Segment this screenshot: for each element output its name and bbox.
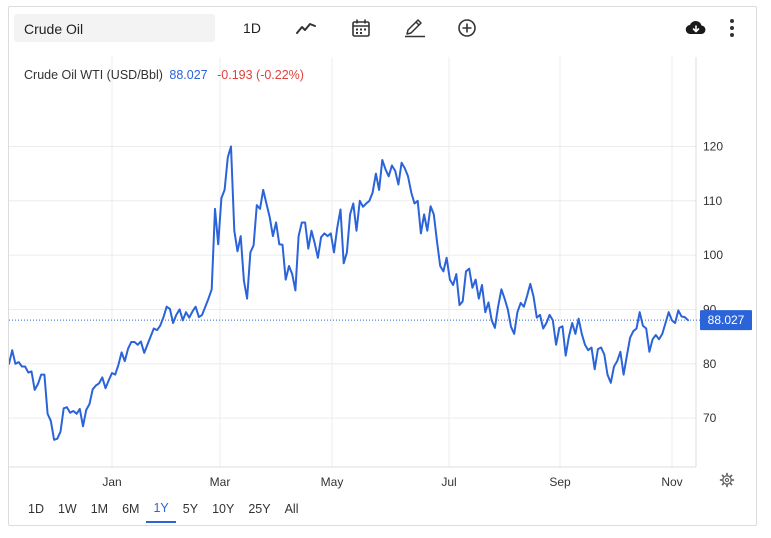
add-circle-icon[interactable] xyxy=(456,17,478,39)
series-legend: Crude Oil WTI (USD/Bbl) 88.027 -0.193 (-… xyxy=(24,68,304,82)
legend-series-name: Crude Oil WTI (USD/Bbl) xyxy=(24,68,163,82)
range-button-all[interactable]: All xyxy=(284,502,299,516)
x-tick-label: Mar xyxy=(210,475,231,489)
range-selector: 1D 1W 1M 6M 1Y 5Y 10Y 25Y All xyxy=(21,495,305,525)
more-vertical-icon[interactable] xyxy=(725,17,739,39)
y-tick-label: 80 xyxy=(703,357,717,371)
last-price-tag-text: 88.027 xyxy=(708,313,745,327)
chart-widget: 70 80 90 100 110 120 Jan Mar May Jul Sep Nov 88.02… xyxy=(8,6,757,526)
x-gridlines xyxy=(111,57,673,467)
x-tick-label: Sep xyxy=(549,475,571,489)
y-tick-label: 120 xyxy=(703,139,723,153)
symbol-search-input[interactable]: Crude Oil xyxy=(14,14,215,42)
interval-button[interactable]: 1D xyxy=(243,20,261,36)
range-button-25y[interactable]: 25Y xyxy=(248,502,271,516)
y-tick-label: 110 xyxy=(703,194,722,208)
legend-change: -0.193 (-0.22%) xyxy=(217,68,304,82)
legend-price: 88.027 xyxy=(169,68,208,82)
x-tick-label: Jan xyxy=(102,475,121,489)
line-chart-icon[interactable] xyxy=(294,17,318,39)
pencil-icon[interactable] xyxy=(403,17,427,39)
x-tick-label: Jul xyxy=(441,475,456,489)
y-tick-label: 100 xyxy=(703,248,723,262)
y-gridlines xyxy=(9,145,696,419)
range-button-1m[interactable]: 1M xyxy=(90,502,109,516)
calendar-icon[interactable] xyxy=(350,17,372,39)
cloud-download-icon[interactable] xyxy=(684,17,708,39)
last-price-tag: 88.027 xyxy=(700,310,752,331)
range-button-6m[interactable]: 6M xyxy=(122,502,140,516)
x-tick-label: Nov xyxy=(661,475,682,489)
last-price-tag-bg xyxy=(700,310,752,331)
gear-icon[interactable] xyxy=(719,472,735,488)
range-button-1w[interactable]: 1W xyxy=(57,502,77,516)
range-button-1y[interactable]: 1Y xyxy=(146,495,176,523)
toolbar: Crude Oil 1D xyxy=(9,7,756,51)
x-tick-label: May xyxy=(321,475,344,489)
x-axis-ticks: Jan Mar May Jul Sep Nov xyxy=(102,475,682,489)
series-line xyxy=(9,145,689,441)
range-button-10y[interactable]: 10Y xyxy=(212,502,235,516)
range-button-5y[interactable]: 5Y xyxy=(182,502,199,516)
y-tick-label: 70 xyxy=(703,411,717,425)
range-button-1d[interactable]: 1D xyxy=(28,502,44,516)
